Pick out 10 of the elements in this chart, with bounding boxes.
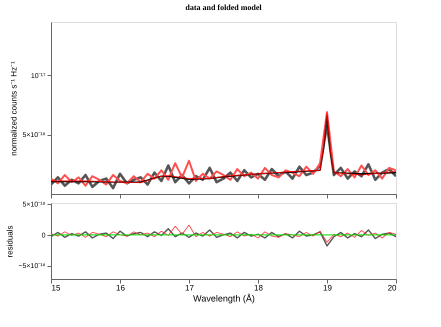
- chart-title: data and folded model: [185, 3, 262, 12]
- x-tick-label: 16: [116, 284, 126, 292]
- x-tick-label: 19: [323, 284, 332, 292]
- x-tick-label: 15: [52, 284, 61, 292]
- x-tick-label: 18: [254, 284, 264, 292]
- y-axis-title: residuals: [5, 225, 14, 258]
- x-axis-title: Wavelength (Å): [193, 294, 255, 304]
- x-tick-label: 17: [185, 284, 194, 292]
- y-axis-title: normalized counts s⁻¹ Hz⁻¹: [9, 60, 18, 156]
- x-tick-label: 20: [388, 284, 398, 292]
